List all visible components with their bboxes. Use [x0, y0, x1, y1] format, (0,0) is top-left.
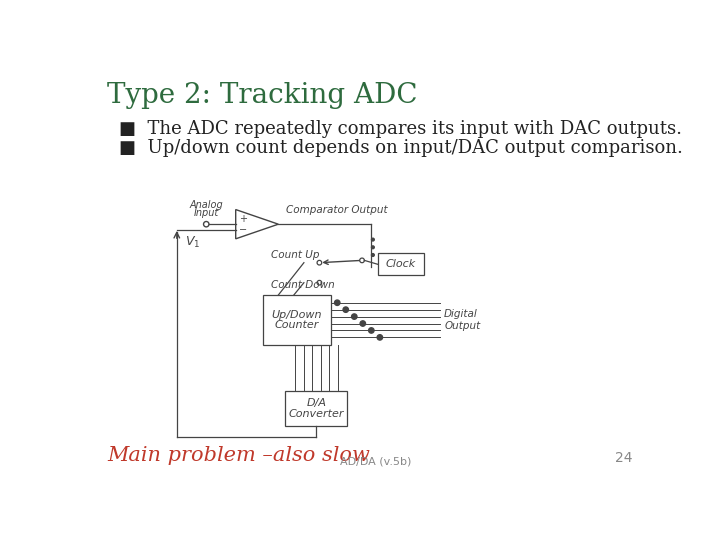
Text: Main problem –also slow: Main problem –also slow	[107, 446, 370, 465]
Text: +: +	[238, 214, 247, 224]
Circle shape	[343, 307, 348, 312]
Circle shape	[351, 314, 357, 319]
Circle shape	[377, 335, 382, 340]
Text: Count Up: Count Up	[271, 251, 319, 260]
Text: $V_1$: $V_1$	[185, 235, 200, 250]
Text: D/A: D/A	[306, 398, 326, 408]
Text: ■  The ADC repeatedly compares its input with DAC outputs.: ■ The ADC repeatedly compares its input …	[120, 120, 683, 138]
Text: Clock: Clock	[386, 259, 416, 269]
Circle shape	[372, 246, 374, 249]
Circle shape	[372, 238, 374, 241]
Text: AD/DA (v.5b): AD/DA (v.5b)	[340, 457, 411, 467]
Text: 24: 24	[615, 451, 632, 465]
Text: Digital
Output: Digital Output	[444, 309, 480, 331]
Text: Counter: Counter	[275, 320, 319, 330]
FancyBboxPatch shape	[377, 253, 424, 275]
Text: Analog: Analog	[189, 200, 223, 210]
Circle shape	[335, 300, 340, 306]
Text: Count Down: Count Down	[271, 280, 334, 291]
Text: Up/Down: Up/Down	[271, 309, 322, 320]
Circle shape	[360, 321, 366, 326]
FancyBboxPatch shape	[285, 392, 347, 426]
Text: ■  Up/down count depends on input/DAC output comparison.: ■ Up/down count depends on input/DAC out…	[120, 139, 683, 158]
Text: Type 2: Tracking ADC: Type 2: Tracking ADC	[107, 82, 418, 109]
Text: −: −	[238, 225, 247, 234]
FancyBboxPatch shape	[263, 295, 331, 345]
Circle shape	[372, 254, 374, 256]
Text: Comparator Output: Comparator Output	[286, 205, 387, 215]
Circle shape	[369, 328, 374, 333]
Text: Input: Input	[194, 208, 219, 218]
Text: Converter: Converter	[289, 409, 344, 419]
